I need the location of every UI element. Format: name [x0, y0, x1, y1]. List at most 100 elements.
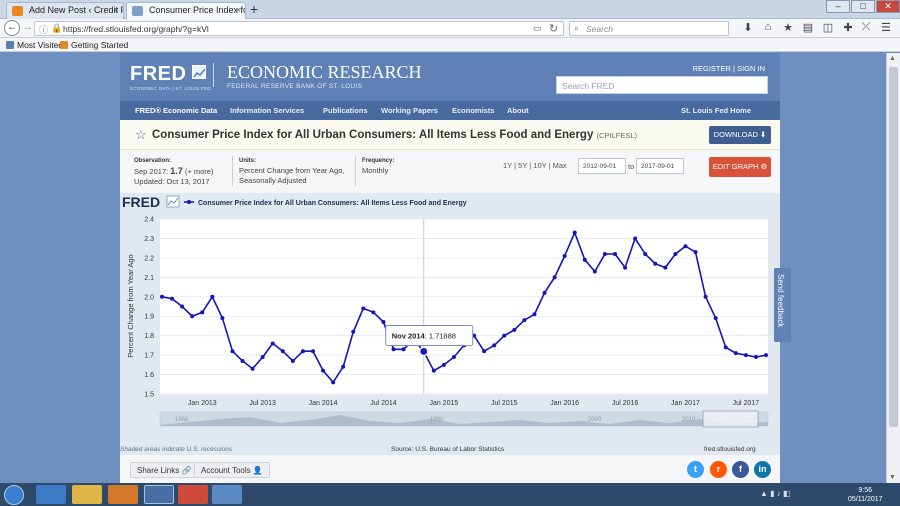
twitter-icon[interactable]: t: [687, 461, 704, 478]
nav-information-services[interactable]: Information Services: [230, 106, 305, 115]
data-point: [482, 349, 487, 354]
y-tick-label: 1.8: [144, 333, 154, 340]
svg-text:Nov 2014: 1.71888: Nov 2014: 1.71888: [392, 331, 456, 340]
bookmark-getting-started[interactable]: Getting Started: [60, 40, 128, 50]
tab-consumer-price-index[interactable]: Consumer Price Index for All ×: [126, 2, 246, 19]
navigator-selection-handle[interactable]: [702, 410, 759, 428]
sync-icon[interactable]: ⤫: [861, 21, 871, 33]
reader-view-icon[interactable]: ▭: [533, 23, 542, 33]
close-icon[interactable]: ×: [235, 5, 241, 15]
navigator-label: 2010: [682, 417, 696, 423]
nav-publications[interactable]: Publications: [323, 106, 368, 115]
line-chart[interactable]: FRED Consumer Price Index for All Urban …: [120, 193, 780, 455]
data-point: [693, 250, 698, 255]
series-title-text: Consumer Price Index for All Urban Consu…: [152, 129, 594, 141]
share-links-label: Share Links: [137, 466, 180, 475]
browser-tab-bar: Add New Post ‹ Credit Flow › × Consumer …: [0, 0, 900, 19]
observation-line: Sep 2017: 1.7 (+ more): [134, 166, 213, 177]
fred-logo[interactable]: FRED: [130, 63, 187, 85]
data-point: [703, 294, 708, 299]
favorite-star-icon[interactable]: ☆: [135, 127, 147, 142]
data-point: [623, 265, 628, 270]
data-point: [401, 347, 406, 352]
data-point: [572, 230, 577, 235]
header-divider: [213, 63, 214, 87]
edit-graph-button[interactable]: EDIT GRAPH ⚙: [709, 157, 771, 177]
send-feedback-tab[interactable]: Send feedback: [774, 268, 791, 342]
source-note[interactable]: Source: U.S. Bureau of Labor Statistics: [391, 446, 505, 453]
nav-economists[interactable]: Economists: [452, 106, 495, 115]
nav-about[interactable]: About: [507, 106, 529, 115]
download-arrow-icon[interactable]: ⬇: [743, 22, 753, 34]
maximize-button[interactable]: □: [851, 0, 875, 13]
nav-st-louis-fed-home[interactable]: St. Louis Fed Home: [681, 106, 752, 115]
forward-arrow-icon[interactable]: →: [22, 21, 33, 33]
graph-footer-toolbar: Share Links 🔗 Account Tools 👤 t r f in: [120, 455, 780, 483]
url-text[interactable]: https://fred.stlouisfed.org/graph/?g=kVl: [63, 24, 209, 34]
updated-date: Updated: Oct 13, 2017: [134, 177, 210, 186]
share-links-button[interactable]: Share Links 🔗: [130, 462, 199, 478]
extension-icon[interactable]: ✚: [843, 22, 853, 34]
facebook-icon[interactable]: f: [732, 461, 749, 478]
menu-hamburger-icon[interactable]: ☰: [881, 22, 891, 34]
data-point: [250, 366, 255, 371]
new-tab-button[interactable]: +: [250, 1, 259, 17]
user-icon: 👤: [252, 466, 263, 475]
browser-search-box[interactable]: ⌕ Search: [569, 21, 729, 36]
pocket-icon[interactable]: ◫: [822, 22, 834, 34]
observation-more-link[interactable]: (+ more): [184, 167, 214, 176]
bookmark-star-icon[interactable]: ★: [783, 22, 793, 34]
end-date-input[interactable]: 2017-09-01: [636, 158, 684, 174]
x-tick-label: Jul 2016: [612, 400, 639, 407]
firefox-icon[interactable]: [144, 485, 174, 504]
register-link[interactable]: REGISTER: [692, 64, 731, 73]
navigator-history-area: [160, 415, 768, 426]
x-tick-label: Jul 2013: [249, 400, 276, 407]
fred-search-input[interactable]: Search FRED: [556, 76, 768, 94]
bookmark-most-visited[interactable]: Most Visited: [6, 40, 63, 50]
nav-working-papers[interactable]: Working Papers: [381, 106, 438, 115]
minimize-button[interactable]: –: [826, 0, 850, 13]
library-icon[interactable]: ▤: [802, 22, 814, 34]
internet-explorer-icon[interactable]: [36, 485, 66, 504]
site-link[interactable]: fred.stlouisfed.org: [704, 446, 756, 453]
reddit-icon[interactable]: r: [710, 461, 727, 478]
download-button[interactable]: DOWNLOAD ⬇: [709, 126, 771, 144]
federal-reserve-subtitle: FEDERAL RESERVE BANK OF ST. LOUIS: [227, 83, 363, 90]
toolbar-icons: ⬇ ⌂ ★ ▤ ◫ ✚ ⤫ ☰: [740, 21, 895, 36]
tray-clock[interactable]: 9:56 05/11/2017: [848, 486, 883, 504]
reload-icon[interactable]: ↻: [549, 23, 559, 35]
navigator-label: 1960: [175, 417, 189, 423]
economic-research-title[interactable]: ECONOMIC RESEARCH: [227, 62, 422, 82]
close-icon[interactable]: ×: [113, 5, 119, 15]
data-point: [170, 296, 175, 301]
media-player-icon[interactable]: [108, 485, 138, 504]
start-date-input[interactable]: 2012-09-01: [578, 158, 626, 174]
nav-fred-economic-data[interactable]: FRED® Economic Data: [135, 106, 218, 115]
series-title: Consumer Price Index for All Urban Consu…: [152, 129, 637, 141]
chart-logo-icon: [166, 195, 180, 208]
units-line-1: Percent Change from Year Ago,: [239, 166, 345, 175]
scroll-up-arrow-icon[interactable]: ▲: [889, 55, 896, 62]
back-arrow-icon[interactable]: ←: [4, 20, 20, 36]
window-close-button[interactable]: ✕: [876, 0, 900, 13]
x-tick-labels: Jan 2013 Jul 2013 Jan 2014 Jul 2014 Jan 2015…: [188, 400, 759, 407]
page-scrollbar[interactable]: ▲ ▼: [886, 53, 900, 483]
start-button-icon[interactable]: [4, 485, 24, 505]
file-explorer-icon[interactable]: [72, 485, 102, 504]
date-range-links[interactable]: 1Y | 5Y | 10Y | Max: [503, 161, 567, 170]
scroll-down-arrow-icon[interactable]: ▼: [889, 474, 896, 481]
fred-main-nav: FRED® Economic Data Information Services…: [120, 101, 780, 120]
linkedin-icon[interactable]: in: [754, 461, 771, 478]
account-tools-button[interactable]: Account Tools 👤: [194, 462, 270, 478]
tab-add-new-post[interactable]: Add New Post ‹ Credit Flow › ×: [6, 2, 124, 19]
url-bar[interactable]: ⓘ 🔒 https://fred.stlouisfed.org/graph/?g…: [34, 21, 564, 36]
network-app-icon[interactable]: [212, 485, 242, 504]
scrollbar-thumb[interactable]: [889, 67, 898, 427]
home-icon[interactable]: ⌂: [764, 21, 772, 33]
sign-in-link[interactable]: SIGN IN: [737, 64, 765, 73]
data-point: [542, 290, 547, 295]
system-tray-icons[interactable]: ▲ ▮ ♪ ◧: [760, 489, 791, 498]
chrome-icon[interactable]: [178, 485, 208, 504]
info-icon[interactable]: ⓘ: [39, 25, 49, 35]
